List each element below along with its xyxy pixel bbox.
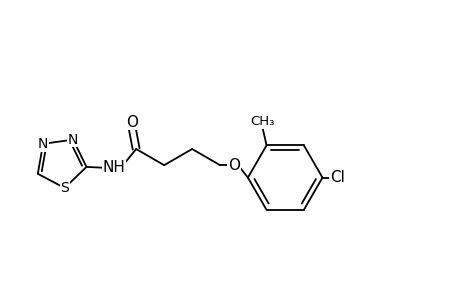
Text: O: O (126, 115, 138, 130)
Text: CH₃: CH₃ (250, 115, 274, 128)
Text: Cl: Cl (329, 170, 344, 185)
Text: NH: NH (102, 160, 125, 175)
Text: N: N (68, 133, 78, 147)
Text: S: S (60, 181, 69, 195)
Text: N: N (38, 137, 48, 151)
Text: O: O (228, 158, 240, 173)
